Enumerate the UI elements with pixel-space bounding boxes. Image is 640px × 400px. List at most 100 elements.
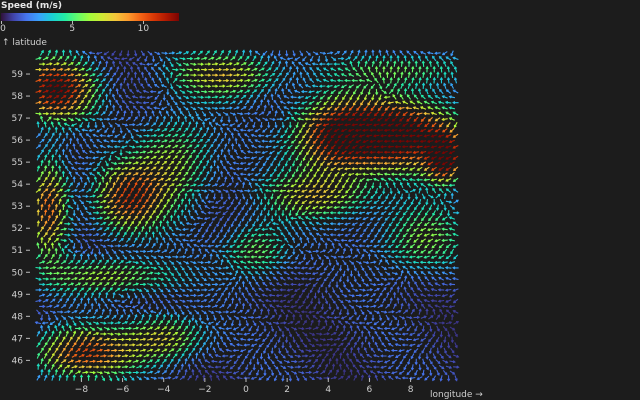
wind-arrow xyxy=(375,88,379,96)
wind-arrow xyxy=(336,233,344,237)
wind-arrow xyxy=(173,319,178,326)
wind-arrow xyxy=(449,370,456,375)
wind-arrow xyxy=(275,282,283,286)
wind-arrow xyxy=(301,101,308,105)
wind-arrow xyxy=(340,128,348,133)
wind-arrow xyxy=(191,357,195,365)
wind-arrow xyxy=(383,95,391,99)
wind-arrow xyxy=(348,260,355,265)
wind-arrow xyxy=(104,259,110,265)
wind-arrow xyxy=(441,172,448,177)
wind-arrow xyxy=(358,167,366,171)
wind-arrow xyxy=(279,56,286,61)
wind-arrow xyxy=(302,122,307,128)
wind-arrow xyxy=(380,134,387,138)
wind-arrow xyxy=(251,166,257,172)
wind-arrow xyxy=(111,303,117,309)
wind-arrow xyxy=(338,331,344,337)
wind-arrow xyxy=(224,143,228,150)
wind-arrow xyxy=(169,271,175,277)
wind-arrow xyxy=(300,310,308,314)
wind-arrow xyxy=(438,321,446,325)
wind-arrow xyxy=(74,161,81,165)
wind-arrow xyxy=(216,253,221,260)
wind-arrow xyxy=(313,358,319,364)
wind-arrow xyxy=(254,150,261,154)
wind-arrow xyxy=(85,133,92,138)
wind-arrow xyxy=(435,336,440,343)
wind-arrow xyxy=(60,106,67,110)
wind-arrow xyxy=(255,325,260,333)
wind-arrow xyxy=(337,56,345,61)
wind-arrow xyxy=(180,309,185,316)
wind-arrow xyxy=(295,65,299,73)
wind-arrow xyxy=(425,65,429,73)
wind-arrow xyxy=(168,183,175,187)
y-axis-label: ↑ latitude xyxy=(2,38,47,48)
wind-arrow xyxy=(351,123,358,127)
wind-arrow xyxy=(363,94,368,101)
wind-arrow xyxy=(435,193,441,199)
wind-arrow xyxy=(407,82,411,89)
wind-arrow xyxy=(348,227,355,232)
wind-arrow xyxy=(312,282,318,287)
wind-arrow xyxy=(75,348,81,353)
wind-arrow xyxy=(311,62,319,66)
wind-arrow xyxy=(65,165,69,172)
wind-arrow xyxy=(89,73,96,77)
wind-arrow xyxy=(179,144,186,149)
wind-arrow xyxy=(47,203,51,211)
wind-arrow xyxy=(259,198,263,206)
wind-arrow xyxy=(209,132,214,139)
wind-arrow xyxy=(278,347,282,355)
wind-arrow xyxy=(125,326,133,330)
wind-arrow xyxy=(312,315,318,320)
wind-arrow xyxy=(162,192,167,200)
wind-arrow xyxy=(269,249,275,254)
wind-arrow xyxy=(419,293,427,298)
wind-arrow xyxy=(71,100,78,105)
wind-arrow xyxy=(285,313,289,321)
wind-arrow xyxy=(339,352,343,359)
vector-field xyxy=(34,49,460,382)
wind-arrow xyxy=(323,100,329,106)
wind-arrow xyxy=(263,369,267,377)
wind-arrow xyxy=(118,161,125,165)
wind-arrow xyxy=(370,347,376,353)
wind-arrow xyxy=(381,310,388,314)
wind-arrow xyxy=(345,341,351,348)
wind-arrow xyxy=(432,331,436,338)
wind-arrow xyxy=(119,50,123,57)
wind-arrow xyxy=(337,167,344,171)
wind-arrow xyxy=(132,150,140,154)
wind-arrow xyxy=(273,165,278,173)
wind-arrow xyxy=(449,360,456,364)
wind-arrow xyxy=(94,374,98,381)
wind-arrow xyxy=(155,71,159,78)
wind-arrow xyxy=(445,89,452,94)
wind-arrow xyxy=(136,276,143,281)
wind-arrow xyxy=(150,155,157,160)
wind-arrow xyxy=(176,171,182,177)
wind-arrow xyxy=(226,303,232,309)
wind-arrow xyxy=(300,89,308,94)
wind-arrow xyxy=(337,188,344,194)
wind-arrow xyxy=(190,127,196,133)
wind-arrow xyxy=(237,199,242,206)
wind-arrow xyxy=(245,364,249,371)
wind-arrow xyxy=(347,172,355,177)
wind-arrow xyxy=(215,266,222,270)
wind-arrow xyxy=(441,161,448,166)
wind-arrow xyxy=(47,336,52,343)
wind-arrow xyxy=(427,150,434,155)
wind-arrow xyxy=(424,210,429,216)
wind-arrow xyxy=(143,287,150,293)
wind-arrow xyxy=(90,248,94,255)
wind-arrow xyxy=(147,204,153,210)
wind-arrow xyxy=(430,100,438,105)
wind-arrow xyxy=(121,145,128,149)
wind-arrow xyxy=(75,282,82,287)
wind-arrow xyxy=(151,320,156,326)
wind-arrow xyxy=(125,348,133,353)
wind-arrow xyxy=(50,253,55,260)
